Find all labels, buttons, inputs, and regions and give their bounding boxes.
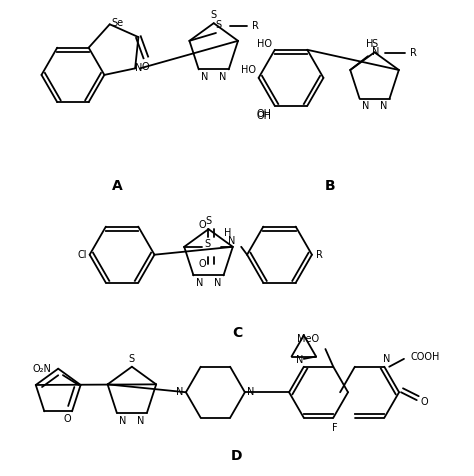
Text: O: O (64, 414, 71, 424)
Text: Cl: Cl (77, 250, 87, 260)
Text: F: F (332, 423, 338, 433)
Text: R: R (252, 21, 259, 31)
Text: N: N (136, 63, 143, 73)
Text: D: D (231, 449, 243, 463)
Text: N: N (201, 72, 208, 82)
Text: O: O (198, 220, 206, 230)
Text: N: N (380, 101, 387, 111)
Text: N: N (137, 416, 145, 426)
Text: N: N (247, 387, 255, 397)
Text: O: O (142, 62, 150, 72)
Text: OH: OH (257, 111, 272, 121)
Text: B: B (325, 179, 336, 193)
Text: S: S (129, 354, 135, 364)
Text: N: N (228, 236, 235, 246)
Text: MeO: MeO (297, 334, 319, 344)
Text: A: A (112, 179, 122, 193)
Text: H: H (366, 40, 374, 50)
Text: S: S (205, 239, 211, 249)
Text: COOH: COOH (411, 352, 440, 362)
Text: N: N (176, 387, 184, 397)
Text: N: N (362, 101, 369, 111)
Text: S: S (216, 20, 222, 30)
Text: S: S (205, 216, 211, 226)
Text: O: O (421, 397, 428, 407)
Text: S: S (210, 10, 217, 20)
Text: N: N (372, 47, 380, 57)
Text: Se: Se (112, 19, 124, 29)
Text: R: R (316, 250, 323, 260)
Text: S: S (372, 40, 378, 50)
Text: HO: HO (241, 65, 255, 75)
Text: N: N (219, 72, 227, 82)
Text: N: N (383, 354, 390, 364)
Text: HO: HO (257, 39, 272, 49)
Text: N: N (214, 278, 221, 288)
Text: H: H (224, 228, 231, 238)
Text: O: O (198, 259, 206, 269)
Text: O₂N: O₂N (32, 364, 51, 374)
Text: N: N (296, 355, 303, 365)
Text: R: R (410, 48, 417, 58)
Text: N: N (119, 416, 127, 426)
Text: N: N (196, 278, 203, 288)
Text: OH: OH (257, 109, 272, 119)
Text: C: C (232, 327, 242, 340)
